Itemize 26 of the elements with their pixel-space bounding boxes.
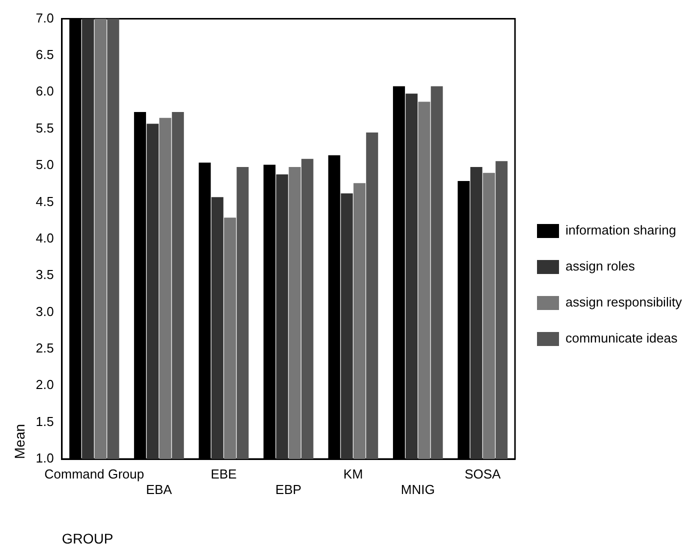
legend-label: assign roles	[566, 258, 636, 274]
y-tick-label: 2.5	[36, 340, 54, 356]
x-axis-title: GROUP	[62, 530, 114, 546]
y-tick-label: 1.5	[36, 414, 54, 429]
y-axis-title: Mean	[11, 424, 28, 459]
y-tick-label: 5.0	[36, 157, 54, 172]
y-tick-label: 3.5	[36, 267, 54, 282]
x-tick-label: EBA	[146, 482, 172, 497]
legend-label: information sharing	[566, 222, 676, 238]
y-tick-label: 7.0	[36, 10, 54, 26]
x-tick-label: Command Group	[44, 466, 144, 482]
y-tick-label: 6.5	[36, 47, 54, 62]
legend-label: assign responsibility	[566, 294, 682, 310]
y-tick-label: 4.5	[36, 194, 54, 209]
x-tick-label: KM	[343, 466, 363, 482]
y-tick-label: 6.0	[36, 84, 54, 99]
legend-label: communicate ideas	[566, 330, 678, 346]
x-tick-label: MNIG	[400, 482, 435, 497]
y-tick-label: 1.0	[36, 450, 54, 466]
x-tick-label: SOSA	[464, 466, 502, 482]
y-tick-label: 4.0	[36, 230, 54, 246]
y-tick-label: 3.0	[36, 304, 54, 319]
y-tick-label: 2.0	[36, 377, 54, 392]
x-tick-label: EBP	[275, 482, 302, 497]
y-tick-label: 5.5	[36, 120, 54, 136]
x-tick-label: EBE	[210, 466, 238, 482]
